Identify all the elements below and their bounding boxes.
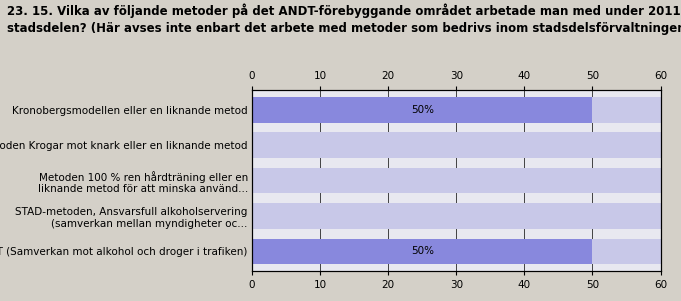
Bar bbox=[252, 239, 592, 264]
Text: 50%: 50% bbox=[411, 105, 434, 115]
Bar bbox=[252, 97, 592, 123]
Bar bbox=[592, 97, 661, 123]
Bar bbox=[252, 168, 661, 193]
Bar bbox=[252, 132, 661, 158]
Text: 23. 15. Vilka av följande metoder på det ANDT-förebyggande området arbetade man : 23. 15. Vilka av följande metoder på det… bbox=[7, 3, 681, 35]
Bar bbox=[592, 239, 661, 264]
Text: 50%: 50% bbox=[411, 247, 434, 256]
Bar bbox=[252, 203, 661, 229]
